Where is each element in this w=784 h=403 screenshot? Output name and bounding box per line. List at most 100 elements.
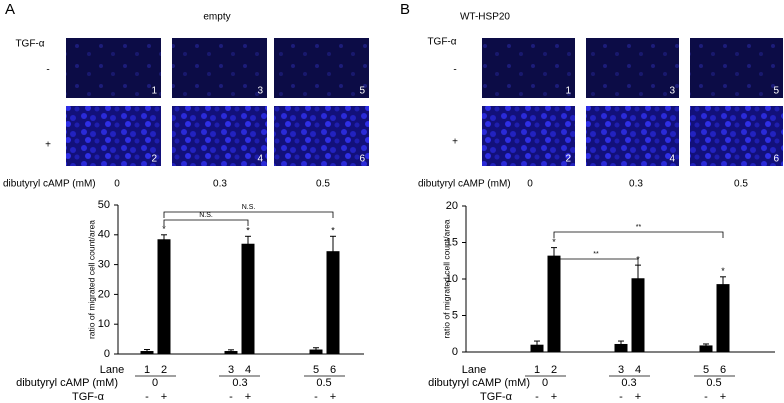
- micrograph: [274, 106, 369, 166]
- tgf-sign: +: [551, 391, 557, 403]
- table-dose: 0: [542, 377, 548, 389]
- table-tgf-label: TGF-α: [72, 391, 105, 403]
- table-dose: 0.5: [706, 377, 721, 389]
- table-dose: 0.3: [232, 377, 247, 389]
- comparison-label: N.S.: [199, 212, 213, 219]
- row-sign: +: [452, 137, 458, 148]
- lane-number: 2: [551, 364, 557, 376]
- bar: [241, 243, 255, 354]
- lane-number: 1: [144, 364, 150, 376]
- y-tick-label: 0: [104, 348, 110, 360]
- row-sign: -: [46, 65, 49, 76]
- significance-marker: *: [552, 237, 556, 247]
- image-number: 6: [773, 154, 779, 165]
- image-number: 4: [669, 154, 675, 165]
- image-number: 5: [773, 86, 779, 97]
- lane-number: 4: [245, 364, 251, 376]
- panel-title: WT-HSP20: [460, 12, 510, 23]
- image-number: 4: [257, 154, 263, 165]
- y-tick-label: 15: [446, 236, 458, 248]
- comparison-bracket: [163, 211, 334, 218]
- dose-label: dibutyryl cAMP (mM): [418, 179, 511, 190]
- table-dose: 0: [152, 377, 158, 389]
- micrograph: [690, 38, 783, 98]
- table-dose: 0.5: [316, 377, 331, 389]
- dose-label: dibutyryl cAMP (mM): [3, 179, 96, 190]
- y-tick-label: 20: [446, 200, 458, 212]
- micrograph: [66, 38, 161, 98]
- micrograph: [172, 38, 267, 98]
- lane-number: 2: [161, 364, 167, 376]
- micrograph: [690, 106, 783, 166]
- significance-marker: *: [246, 226, 250, 236]
- y-tick-label: 5: [452, 309, 458, 321]
- dose-value: 0.5: [734, 179, 748, 190]
- lane-number: 4: [635, 364, 641, 376]
- micrograph: [586, 38, 679, 98]
- dose-value: 0.3: [213, 179, 227, 190]
- lane-label: Lane: [462, 364, 486, 376]
- bar: [631, 278, 645, 352]
- lane-number: 1: [534, 364, 540, 376]
- bar: [157, 239, 171, 354]
- tgf-sign: +: [330, 391, 336, 403]
- lane-number: 3: [228, 364, 234, 376]
- tgf-sign: +: [635, 391, 641, 403]
- lane-number: 5: [313, 364, 319, 376]
- micrograph: [172, 106, 267, 166]
- row-label: TGF-α: [427, 37, 456, 48]
- y-axis-label: ratio of migrated cell count/area: [441, 219, 451, 338]
- micrograph: [482, 106, 575, 166]
- image-number: 1: [151, 86, 157, 97]
- dose-value: 0: [527, 179, 533, 190]
- comparison-label: **: [593, 251, 599, 258]
- image-number: 1: [565, 86, 571, 97]
- micrograph: [482, 38, 575, 98]
- tgf-sign: -: [314, 391, 318, 403]
- lane-label: Lane: [100, 364, 124, 376]
- bar: [309, 349, 323, 354]
- bar: [224, 351, 238, 354]
- significance-marker: *: [162, 224, 166, 234]
- tgf-sign: -: [145, 391, 149, 403]
- table-dose: 0.3: [621, 377, 636, 389]
- image-number: 3: [257, 86, 263, 97]
- image-number: 2: [565, 154, 571, 165]
- bar: [614, 343, 628, 352]
- y-tick-label: 50: [98, 199, 110, 211]
- significance-marker: *: [721, 266, 725, 276]
- comparison-label: **: [636, 224, 642, 231]
- panel-letter: B: [400, 1, 410, 18]
- tgf-sign: -: [229, 391, 233, 403]
- panel-title: empty: [203, 12, 230, 23]
- comparison-bracket: [553, 258, 639, 265]
- row-label: TGF-α: [15, 39, 44, 50]
- image-number: 2: [151, 154, 157, 165]
- y-tick-label: 30: [98, 259, 110, 271]
- micrograph: [66, 106, 161, 166]
- row-sign: -: [453, 65, 456, 76]
- y-tick-label: 40: [98, 229, 110, 241]
- table-dose-label: dibutyryl cAMP (mM): [16, 377, 118, 389]
- bar: [699, 345, 713, 352]
- tgf-sign: +: [161, 391, 167, 403]
- lane-number: 3: [618, 364, 624, 376]
- tgf-sign: +: [720, 391, 726, 403]
- lane-number: 6: [330, 364, 336, 376]
- image-number: 6: [359, 154, 365, 165]
- table-dose-label: dibutyryl cAMP (mM): [428, 377, 530, 389]
- dose-value: 0.5: [316, 179, 330, 190]
- tgf-sign: +: [245, 391, 251, 403]
- lane-number: 6: [720, 364, 726, 376]
- micrograph: [586, 106, 679, 166]
- y-axis-label: ratio of migrated cell count/area: [86, 220, 96, 339]
- comparison-label: N.S.: [242, 204, 256, 211]
- panel-letter: A: [5, 1, 15, 18]
- image-number: 5: [359, 86, 365, 97]
- comparison-bracket: [553, 231, 724, 238]
- image-number: 3: [669, 86, 675, 97]
- tgf-sign: -: [535, 391, 539, 403]
- dose-value: 0.3: [629, 179, 643, 190]
- micrograph: [274, 38, 369, 98]
- row-sign: +: [45, 140, 51, 151]
